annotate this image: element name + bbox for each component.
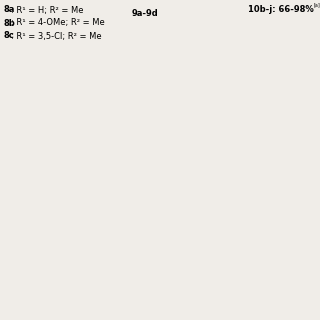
Text: Me: Me: [248, 179, 258, 185]
Text: (25 °C, 1 h): (25 °C, 1 h): [240, 175, 284, 185]
Text: (25 °C, 1 h): (25 °C, 1 h): [30, 175, 74, 185]
Text: OMe: OMe: [41, 240, 57, 246]
Text: : R¹ = H; R² = H: : R¹ = H; R² = H: [11, 44, 77, 53]
Text: N: N: [255, 74, 260, 83]
Text: Br: Br: [79, 94, 89, 103]
Text: [b,d]: [b,d]: [285, 284, 296, 290]
Text: [b,c]: [b,c]: [81, 284, 92, 290]
Text: O: O: [34, 90, 40, 99]
Text: OH: OH: [171, 199, 182, 205]
Text: (25 °C, 1 h): (25 °C, 1 h): [240, 285, 284, 294]
Text: Me: Me: [164, 178, 174, 184]
Text: (40 °C, 10 min): (40 °C, 10 min): [23, 285, 81, 294]
Text: O: O: [69, 218, 75, 223]
Text: (25 °C, 1 h): (25 °C, 1 h): [136, 175, 180, 185]
Text: 8d: 8d: [4, 44, 16, 53]
Text: Me: Me: [144, 69, 154, 75]
Text: Me: Me: [248, 69, 258, 75]
Text: O: O: [281, 84, 286, 90]
Text: Me: Me: [268, 68, 278, 74]
Text: Me: Me: [38, 69, 48, 75]
Text: Me: Me: [58, 68, 68, 74]
Text: 10e: 72%: 10e: 72%: [29, 274, 75, 283]
Text: (50 °C, 1 h): (50 °C, 1 h): [136, 285, 180, 294]
Text: [a]: [a]: [314, 3, 320, 7]
Text: Me: Me: [144, 269, 154, 275]
Text: [b,c]: [b,c]: [181, 174, 192, 180]
Text: Me: Me: [268, 268, 278, 274]
Text: 10d: 66%: 10d: 66%: [239, 164, 284, 172]
Text: 10c: 90%: 10c: 90%: [136, 164, 180, 172]
Text: Me: Me: [38, 269, 48, 275]
Text: N: N: [255, 274, 260, 283]
Text: : R¹ = 4-OMe; R² = Me: : R¹ = 4-OMe; R² = Me: [11, 19, 105, 28]
Text: O: O: [34, 290, 40, 299]
Text: 8b: 8b: [4, 19, 16, 28]
Text: S: S: [86, 215, 90, 220]
Text: O: O: [140, 290, 146, 299]
Text: Me: Me: [58, 268, 68, 274]
Text: N: N: [44, 74, 50, 83]
Text: O: O: [140, 200, 146, 209]
Text: 10b: 68%: 10b: 68%: [29, 164, 75, 172]
Text: N: N: [255, 183, 260, 193]
Text: 10b-j: 66-98%: 10b-j: 66-98%: [248, 5, 314, 14]
Text: [b]: [b]: [181, 284, 188, 290]
Text: Me: Me: [164, 268, 174, 274]
Text: : R¹ = H; R² = Me: : R¹ = H; R² = Me: [11, 5, 84, 14]
Text: N: N: [44, 183, 50, 193]
Text: N: N: [151, 74, 156, 83]
Text: 8a: 8a: [4, 5, 15, 14]
Text: Me: Me: [144, 179, 154, 185]
Text: 10f: 70%: 10f: 70%: [137, 274, 179, 283]
Text: Me: Me: [316, 201, 320, 206]
Text: O: O: [140, 90, 146, 99]
Text: N: N: [151, 274, 156, 283]
Text: Me: Me: [38, 179, 48, 185]
Bar: [0, 40, 320, 320]
Text: 10g: 93%: 10g: 93%: [239, 274, 284, 283]
Text: Me: Me: [58, 178, 68, 184]
Text: Me: Me: [248, 269, 258, 275]
Text: : R¹ = 3,5-Cl; R² = Me: : R¹ = 3,5-Cl; R² = Me: [11, 31, 102, 41]
Text: N: N: [151, 183, 156, 193]
Text: Me: Me: [268, 178, 278, 184]
Text: [b,c]: [b,c]: [285, 174, 296, 180]
Text: 8c: 8c: [4, 31, 15, 41]
Text: Me: Me: [164, 68, 174, 74]
Text: O: O: [244, 200, 250, 209]
Text: [b]: [b]: [75, 174, 82, 180]
Text: tBu: tBu: [296, 100, 308, 107]
Text: O: O: [34, 200, 40, 209]
Text: 9a-9d: 9a-9d: [132, 10, 158, 19]
Text: O: O: [244, 290, 250, 299]
Text: O: O: [244, 90, 250, 99]
Text: N: N: [44, 274, 50, 283]
